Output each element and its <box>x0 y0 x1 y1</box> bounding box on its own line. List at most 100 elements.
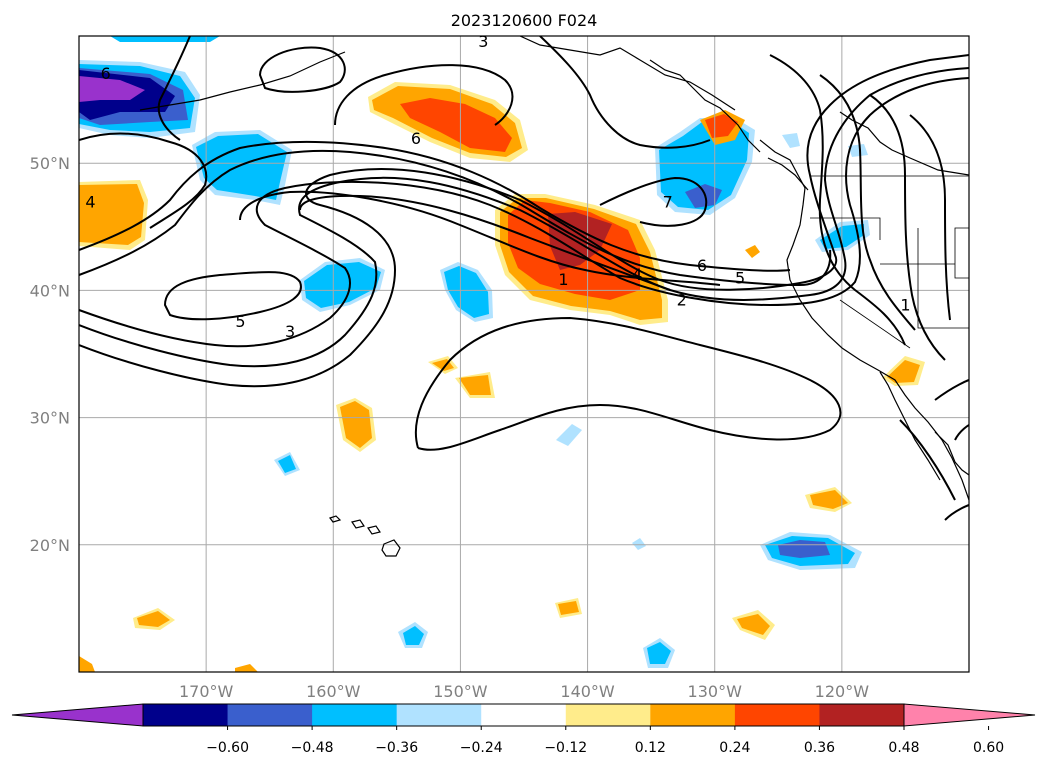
contour-labels: 6 4 7 6 5 4 1 2 5 3 1 6 3 <box>85 32 910 341</box>
colorbar-tick-label: −0.36 <box>375 740 418 756</box>
contour-5 <box>79 149 832 287</box>
contour-label: 6 <box>101 64 111 83</box>
gridlines <box>79 36 969 672</box>
colorbar-extend-low <box>11 703 144 727</box>
state-borders <box>810 175 969 349</box>
contour-2 <box>79 67 969 368</box>
colorbar-tick-label: −0.60 <box>206 740 249 756</box>
negative-region-small-125w <box>782 133 800 148</box>
coastline-alaska <box>519 36 736 111</box>
lat-tick-label: 30°N <box>30 409 70 428</box>
colorbar: −0.60 −0.48 −0.36 −0.24 −0.12 0.12 0.24 0.36 0.4… <box>11 703 1036 756</box>
contour-12 <box>334 64 514 126</box>
contour-9 <box>299 194 671 291</box>
positive-region-south-1-core <box>137 611 170 627</box>
colorbar-segment <box>819 704 905 726</box>
hawaii-island-big <box>381 539 401 557</box>
colorbar-segment <box>734 704 820 726</box>
lon-tick-label: 130°W <box>688 682 743 701</box>
colorbar-segment <box>565 704 651 726</box>
contour-label: 3 <box>285 322 295 341</box>
coastline-vancouver <box>767 157 809 191</box>
colorbar-frame <box>142 703 905 727</box>
lon-tick-label: 170°W <box>179 682 234 701</box>
positive-region-south-3-core <box>737 614 770 635</box>
colorbar-segment <box>227 704 313 726</box>
longitude-labels: 170°W 160°W 150°W 140°W 130°W 120°W <box>179 682 869 701</box>
colorbar-segment <box>312 704 398 726</box>
contour-label: 2 <box>677 290 687 309</box>
positive-region-corner <box>79 656 95 672</box>
negative-region-small-120w <box>848 144 868 157</box>
contour-19 <box>909 114 951 321</box>
positive-region-small-2-core <box>459 375 491 395</box>
coastline-mexico-interior <box>934 431 969 476</box>
contour-17 <box>819 74 916 331</box>
hawaii-island-1 <box>329 515 342 523</box>
contour-label: 3 <box>478 32 488 51</box>
positive-region-150w-max <box>400 98 512 152</box>
coastline-baja <box>879 371 941 481</box>
latitude-labels: 20°N 30°N 40°N 50°N <box>30 154 70 555</box>
contour-15 <box>414 316 842 451</box>
positive-region-bottom <box>235 664 258 672</box>
colorbar-tick-label: −0.12 <box>544 740 587 756</box>
contour-label: 7 <box>663 192 673 211</box>
negative-region-northwest-peak <box>79 76 145 102</box>
contour-label: 1 <box>900 295 910 314</box>
lon-tick-label: 150°W <box>433 682 488 701</box>
colorbar-segment <box>481 704 567 726</box>
contour-21 <box>899 419 956 501</box>
contour-7 <box>79 132 208 229</box>
contour-14 <box>599 176 708 227</box>
contour-label: 5 <box>235 312 245 331</box>
negative-region-small-137w <box>632 538 646 550</box>
map-title: 2023120600 F024 <box>451 11 598 30</box>
colorbar-tick-label: −0.24 <box>460 740 503 756</box>
negative-region-top-edge <box>110 36 220 42</box>
lon-tick-label: 160°W <box>306 682 361 701</box>
colorbar-tick-label: 0.12 <box>635 740 666 756</box>
contour-label: 1 <box>558 270 568 289</box>
contour-8 <box>239 190 721 286</box>
positive-region-baja-core <box>887 360 920 383</box>
lat-tick-label: 40°N <box>30 281 70 300</box>
negative-region-165w-core <box>196 134 287 200</box>
negative-region-small-164w-core <box>278 455 296 473</box>
colorbar-segment <box>396 704 482 726</box>
colorbar-tick-label: 0.48 <box>888 740 919 756</box>
contour-10 <box>258 46 346 93</box>
contour-11 <box>157 36 191 141</box>
lon-tick-label: 140°W <box>560 682 615 701</box>
lat-tick-label: 50°N <box>30 154 70 173</box>
negative-region-133w-strong <box>685 184 722 208</box>
positive-region-123w-core <box>810 490 848 509</box>
contour-label: 5 <box>735 269 745 288</box>
contour-label: 6 <box>411 129 421 148</box>
map-plot-area: 6 4 7 6 5 4 1 2 5 3 1 6 3 <box>79 32 969 672</box>
hawaii-island-2 <box>351 519 365 529</box>
colorbar-tick-label: 0.60 <box>973 740 1004 756</box>
filled-contours <box>79 36 925 672</box>
negative-region-small-135w-core <box>647 642 671 664</box>
contour-4 <box>163 271 302 321</box>
coastline-islands-se-alaska <box>649 59 761 153</box>
coastlines <box>139 36 969 557</box>
contour-3 <box>79 77 969 348</box>
contour-label: 6 <box>697 256 707 275</box>
negative-region-small-142w <box>556 424 582 446</box>
contour-16 <box>769 54 906 346</box>
colorbar-segment <box>650 704 736 726</box>
lat-tick-label: 20°N <box>30 536 70 555</box>
positive-region-140w-max <box>548 212 612 270</box>
negative-region-small-156w-core <box>403 626 424 645</box>
negative-region-133w-core <box>659 122 749 210</box>
colorbar-tick-label: 0.36 <box>804 740 835 756</box>
positive-region-coast-north-core <box>705 114 738 138</box>
contour-18 <box>869 94 946 361</box>
coastline-aleutians <box>139 51 346 111</box>
positive-region-158w-core <box>340 401 372 448</box>
colorbar-extend-high <box>903 703 1036 727</box>
colorbar-tick-label: −0.48 <box>291 740 334 756</box>
